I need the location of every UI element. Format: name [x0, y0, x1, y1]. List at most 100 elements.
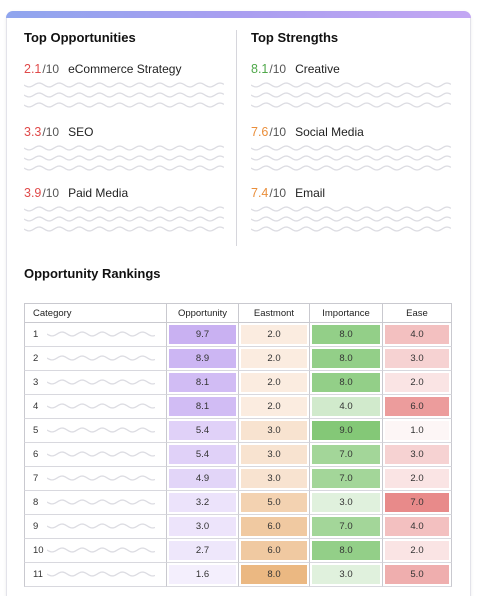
- cell-value: 2.0: [385, 373, 449, 392]
- metric-label: eCommerce Strategy: [68, 62, 182, 76]
- table-row[interactable]: 11 1.6 8.0 3.0 5.0: [24, 563, 452, 587]
- redacted-text-placeholder: [251, 206, 451, 232]
- cell-value: 8.0: [312, 373, 380, 392]
- redacted-text-placeholder: [47, 475, 155, 482]
- eastmont-cell: 3.0: [238, 419, 309, 443]
- category-cell: 6: [24, 443, 166, 467]
- eastmont-cell: 2.0: [238, 323, 309, 347]
- metric-line: 7.6/10 Social Media: [251, 125, 456, 139]
- category-cell: 3: [24, 371, 166, 395]
- header-importance[interactable]: Importance: [309, 303, 382, 323]
- cell-value: 9.7: [169, 325, 236, 344]
- header-category[interactable]: Category: [24, 303, 166, 323]
- cell-value: 8.9: [169, 349, 236, 368]
- category-cell: 7: [24, 467, 166, 491]
- rank-number: 10: [33, 545, 44, 556]
- eastmont-cell: 6.0: [238, 539, 309, 563]
- rank-number: 3: [33, 377, 39, 388]
- header-opportunity[interactable]: Opportunity: [166, 303, 238, 323]
- cell-value: 2.0: [241, 349, 307, 368]
- table-row[interactable]: 2 8.9 2.0 8.0 3.0: [24, 347, 452, 371]
- metric-line: 8.1/10 Creative: [251, 62, 456, 76]
- eastmont-cell: 3.0: [238, 443, 309, 467]
- opportunity-cell: 5.4: [166, 443, 238, 467]
- metric-item: 7.6/10 Social Media: [251, 125, 456, 173]
- cell-value: 6.0: [241, 517, 307, 536]
- ease-cell: 4.0: [382, 515, 452, 539]
- rank-number: 6: [33, 449, 39, 460]
- importance-cell: 4.0: [309, 395, 382, 419]
- importance-cell: 3.0: [309, 563, 382, 587]
- redacted-text-placeholder: [47, 547, 155, 554]
- section-title: Top Opportunities: [24, 30, 136, 45]
- opportunity-cell: 2.7: [166, 539, 238, 563]
- cell-value: 4.0: [385, 517, 449, 536]
- cell-value: 3.0: [241, 421, 307, 440]
- ease-cell: 4.0: [382, 323, 452, 347]
- metric-label: Social Media: [295, 125, 364, 139]
- eastmont-cell: 3.0: [238, 467, 309, 491]
- redacted-text-placeholder: [24, 82, 224, 108]
- opportunity-cell: 8.1: [166, 371, 238, 395]
- rankings-title: Opportunity Rankings: [24, 266, 161, 281]
- metric-score: 8.1: [251, 62, 269, 76]
- redacted-text-placeholder: [47, 355, 155, 362]
- cell-value: 3.0: [385, 349, 449, 368]
- redacted-text-placeholder: [47, 571, 155, 578]
- table-body: 1 9.7 2.0 8.0 4.0 2 8.9 2.0 8.0 3.0 3 8.1 2.0 8.0 2.0 4…: [24, 323, 452, 587]
- table-header-row: Category Opportunity Eastmont Importance…: [24, 303, 452, 323]
- category-cell: 10: [24, 539, 166, 563]
- metric-line: 2.1/10 eCommerce Strategy: [24, 62, 229, 76]
- table-row[interactable]: 5 5.4 3.0 9.0 1.0: [24, 419, 452, 443]
- table-row[interactable]: 6 5.4 3.0 7.0 3.0: [24, 443, 452, 467]
- category-cell: 5: [24, 419, 166, 443]
- opportunity-cell: 3.0: [166, 515, 238, 539]
- redacted-text-placeholder: [47, 427, 155, 434]
- table-row[interactable]: 1 9.7 2.0 8.0 4.0: [24, 323, 452, 347]
- table-row[interactable]: 3 8.1 2.0 8.0 2.0: [24, 371, 452, 395]
- metric-score: 2.1: [24, 62, 42, 76]
- redacted-text-placeholder: [24, 206, 224, 232]
- table-row[interactable]: 7 4.9 3.0 7.0 2.0: [24, 467, 452, 491]
- redacted-text-placeholder: [47, 331, 155, 338]
- cell-value: 3.0: [169, 517, 236, 536]
- cell-value: 4.0: [385, 325, 449, 344]
- metric-denominator: /10: [269, 62, 287, 76]
- metric-label: Paid Media: [68, 186, 129, 200]
- cell-value: 8.0: [312, 541, 380, 560]
- importance-cell: 8.0: [309, 347, 382, 371]
- ease-cell: 7.0: [382, 491, 452, 515]
- rank-number: 1: [33, 329, 39, 340]
- header-eastmont[interactable]: Eastmont: [238, 303, 309, 323]
- importance-cell: 8.0: [309, 323, 382, 347]
- importance-cell: 7.0: [309, 443, 382, 467]
- header-ease[interactable]: Ease: [382, 303, 452, 323]
- metric-denominator: /10: [42, 186, 60, 200]
- ease-cell: 2.0: [382, 539, 452, 563]
- table-row[interactable]: 10 2.7 6.0 8.0 2.0: [24, 539, 452, 563]
- cell-value: 1.0: [385, 421, 449, 440]
- table-row[interactable]: 4 8.1 2.0 4.0 6.0: [24, 395, 452, 419]
- cell-value: 2.0: [385, 541, 449, 560]
- metric-score: 7.6: [251, 125, 269, 139]
- top-strengths-section: Top Strengths 8.1/10 Creative 7.6/10 Social…: [251, 30, 456, 232]
- cell-value: 8.0: [312, 349, 380, 368]
- cell-value: 5.4: [169, 445, 236, 464]
- ease-cell: 5.0: [382, 563, 452, 587]
- eastmont-cell: 8.0: [238, 563, 309, 587]
- metric-denominator: /10: [42, 62, 60, 76]
- opportunity-cell: 3.2: [166, 491, 238, 515]
- table-row[interactable]: 9 3.0 6.0 7.0 4.0: [24, 515, 452, 539]
- category-cell: 9: [24, 515, 166, 539]
- rank-number: 9: [33, 521, 39, 532]
- section-title: Top Strengths: [251, 30, 339, 45]
- category-cell: 1: [24, 323, 166, 347]
- cell-value: 3.0: [241, 445, 307, 464]
- cell-value: 2.0: [385, 469, 449, 488]
- column-divider: [236, 30, 237, 246]
- table-row[interactable]: 8 3.2 5.0 3.0 7.0: [24, 491, 452, 515]
- cell-value: 2.0: [241, 325, 307, 344]
- ease-cell: 3.0: [382, 443, 452, 467]
- importance-cell: 3.0: [309, 491, 382, 515]
- redacted-text-placeholder: [47, 499, 155, 506]
